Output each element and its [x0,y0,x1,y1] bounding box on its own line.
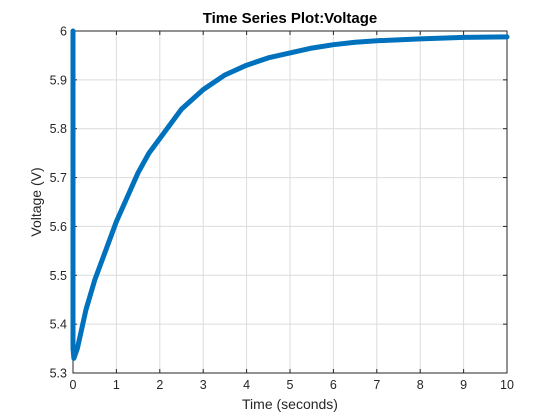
x-tick-label: 10 [500,378,514,392]
x-tick-label: 9 [460,378,467,392]
y-tick-label: 5.6 [50,220,67,234]
grid [72,30,508,374]
x-tick-label: 2 [156,378,163,392]
y-axis-label: Voltage (V) [28,167,44,236]
y-tick-label: 5.3 [50,367,67,381]
axis-ticks: 0 1 2 3 4 5 6 7 8 9 10 5.3 5.4 5.5 5.6 5.7 5.8 5.9 6 [50,25,514,393]
x-tick-label: 1 [113,378,120,392]
x-tick-label: 3 [200,378,207,392]
x-tick-label: 4 [243,378,250,392]
x-axis-label: Time (seconds) [242,396,338,412]
y-tick-label: 5.5 [50,269,67,283]
y-tick-label: 5.8 [50,122,67,136]
x-tick-label: 6 [330,378,337,392]
y-tick-label: 6 [60,25,67,39]
series-layer [70,28,510,361]
voltage-series-line [70,28,510,361]
chart-title: Time Series Plot:Voltage [203,10,378,27]
y-tick-label: 5.7 [50,171,67,185]
y-tick-label: 5.9 [50,73,67,87]
x-tick-label: 5 [287,378,294,392]
x-tick-label: 7 [373,378,380,392]
x-tick-label: 8 [417,378,424,392]
y-tick-label: 5.4 [50,318,67,332]
x-tick-label: 0 [70,378,77,392]
